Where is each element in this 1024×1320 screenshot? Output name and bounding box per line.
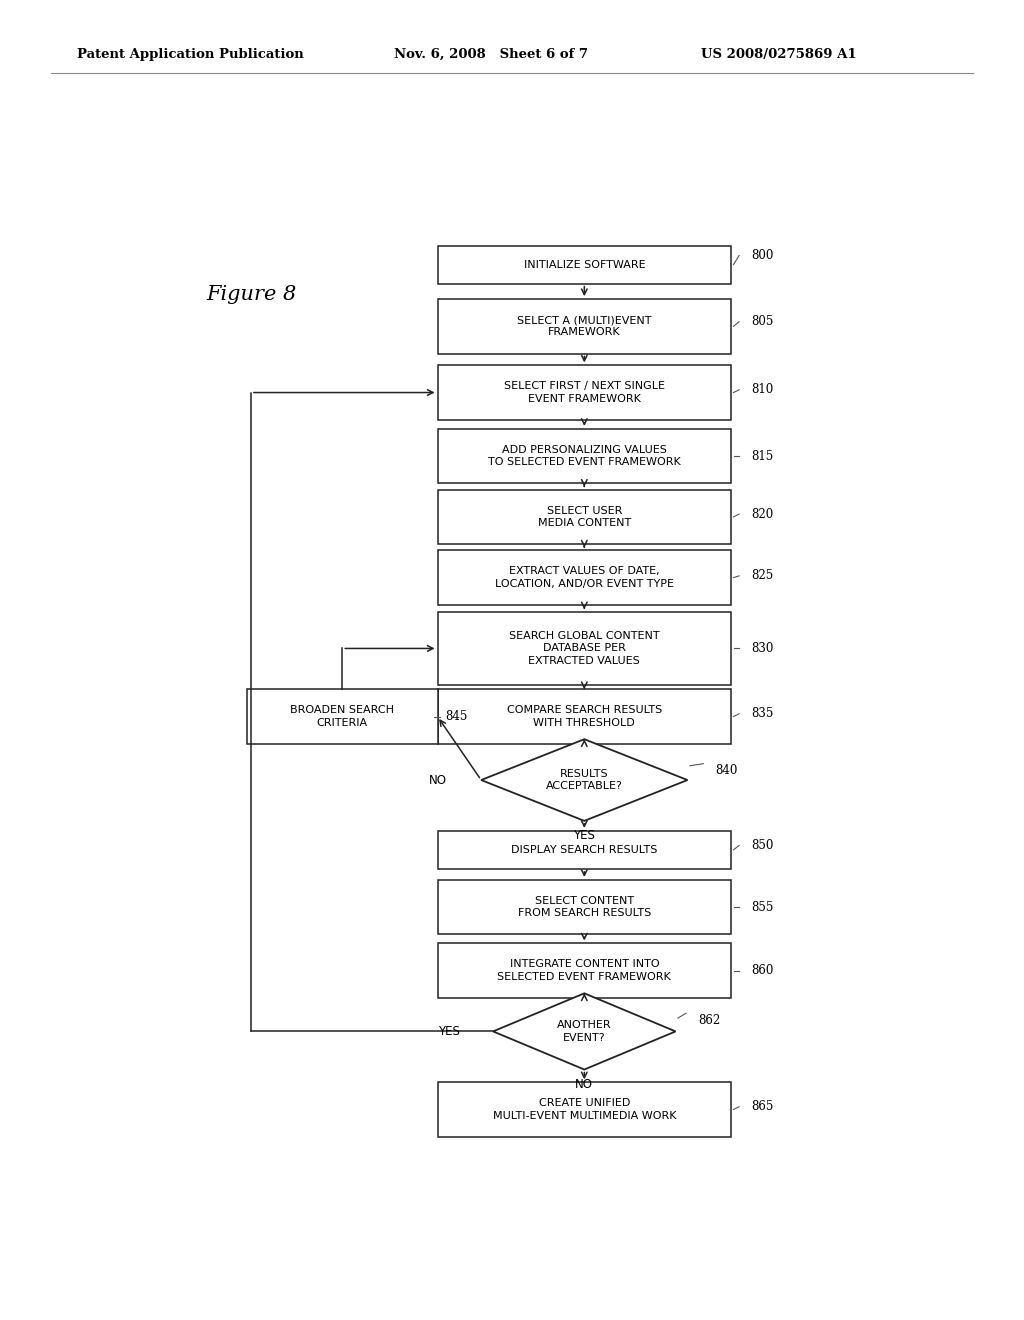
Text: 850: 850 [751,840,773,851]
Text: US 2008/0275869 A1: US 2008/0275869 A1 [701,48,857,61]
Text: COMPARE SEARCH RESULTS
WITH THRESHOLD: COMPARE SEARCH RESULTS WITH THRESHOLD [507,705,662,727]
Text: BROADEN SEARCH
CRITERIA: BROADEN SEARCH CRITERIA [290,705,394,727]
Text: SELECT FIRST / NEXT SINGLE
EVENT FRAMEWORK: SELECT FIRST / NEXT SINGLE EVENT FRAMEWO… [504,381,665,404]
Text: SEARCH GLOBAL CONTENT
DATABASE PER
EXTRACTED VALUES: SEARCH GLOBAL CONTENT DATABASE PER EXTRA… [509,631,659,665]
Text: 830: 830 [751,642,773,655]
Text: RESULTS
ACCEPTABLE?: RESULTS ACCEPTABLE? [546,768,623,791]
Text: INITIALIZE SOFTWARE: INITIALIZE SOFTWARE [523,260,645,269]
Bar [437,490,731,544]
Text: 862: 862 [697,1014,720,1027]
Polygon shape [481,739,687,821]
Text: DISPLAY SEARCH RESULTS: DISPLAY SEARCH RESULTS [511,845,657,855]
Text: NO: NO [428,774,446,787]
Bar [437,880,731,935]
Bar [437,300,731,354]
Bar [247,689,437,743]
Bar [437,612,731,685]
Text: 810: 810 [751,383,773,396]
Text: 845: 845 [445,710,468,723]
Text: Figure 8: Figure 8 [206,285,296,304]
Bar [437,944,731,998]
Text: 865: 865 [751,1101,773,1113]
Text: ANOTHER
EVENT?: ANOTHER EVENT? [557,1020,611,1043]
Polygon shape [494,994,676,1069]
Text: 815: 815 [751,450,773,462]
Text: INTEGRATE CONTENT INTO
SELECTED EVENT FRAMEWORK: INTEGRATE CONTENT INTO SELECTED EVENT FR… [498,960,671,982]
Text: 855: 855 [751,900,773,913]
Bar [437,830,731,869]
Text: CREATE UNIFIED
MULTI-EVENT MULTIMEDIA WORK: CREATE UNIFIED MULTI-EVENT MULTIMEDIA WO… [493,1098,676,1121]
Text: 860: 860 [751,964,773,977]
Text: NO: NO [575,1077,593,1090]
Text: Nov. 6, 2008   Sheet 6 of 7: Nov. 6, 2008 Sheet 6 of 7 [394,48,588,61]
Bar [437,429,731,483]
Bar [437,689,731,743]
Bar [437,550,731,605]
Text: YES: YES [438,1024,461,1038]
Text: 840: 840 [715,764,737,777]
Bar [437,246,731,284]
Text: EXTRACT VALUES OF DATE,
LOCATION, AND/OR EVENT TYPE: EXTRACT VALUES OF DATE, LOCATION, AND/OR… [495,566,674,589]
Text: 820: 820 [751,508,773,520]
Text: 825: 825 [751,569,773,582]
Text: 835: 835 [751,708,773,721]
Text: SELECT USER
MEDIA CONTENT: SELECT USER MEDIA CONTENT [538,506,631,528]
Text: 805: 805 [751,315,773,329]
Text: 800: 800 [751,249,773,261]
Bar [437,366,731,420]
Text: Patent Application Publication: Patent Application Publication [77,48,303,61]
Text: SELECT A (MULTI)EVENT
FRAMEWORK: SELECT A (MULTI)EVENT FRAMEWORK [517,315,651,338]
Text: YES: YES [573,829,595,842]
Bar [437,1082,731,1137]
Text: ADD PERSONALIZING VALUES
TO SELECTED EVENT FRAMEWORK: ADD PERSONALIZING VALUES TO SELECTED EVE… [488,445,681,467]
Text: SELECT CONTENT
FROM SEARCH RESULTS: SELECT CONTENT FROM SEARCH RESULTS [518,896,651,919]
